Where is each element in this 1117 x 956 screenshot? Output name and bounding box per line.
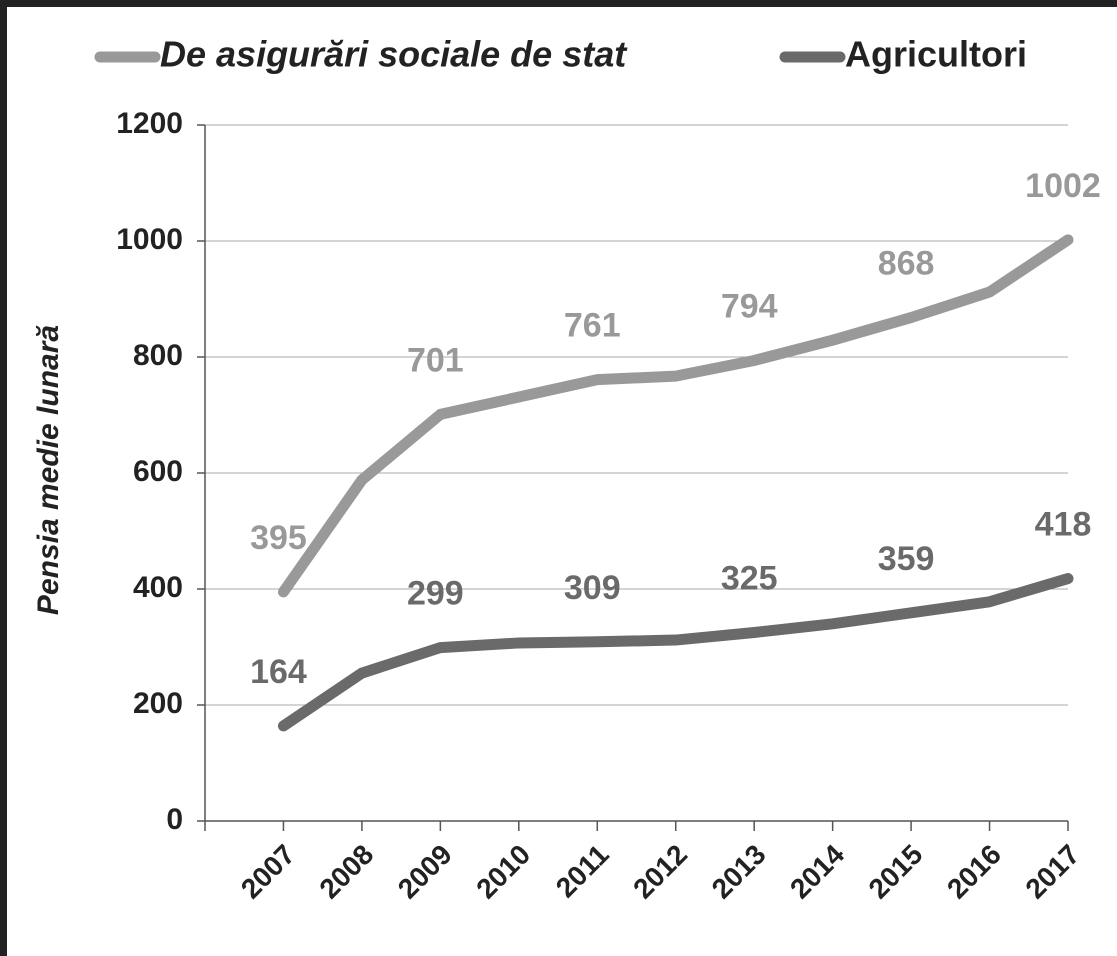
data-label: 299 [407, 575, 464, 613]
legend-label: Agricultori [845, 34, 1027, 75]
data-label: 325 [721, 559, 778, 597]
y-axis-label: Pensia medie lunară [32, 325, 65, 615]
series-line [277, 234, 1074, 598]
y-tick-label: 1200 [116, 107, 183, 140]
y-tick-label: 600 [133, 455, 183, 488]
data-label: 1002 [1025, 167, 1101, 205]
data-label: 309 [564, 569, 621, 607]
y-tick-label: 1000 [116, 223, 183, 256]
y-tick-label: 0 [166, 803, 183, 836]
y-tick-label: 400 [133, 571, 183, 604]
frame-top [0, 0, 1117, 7]
series-line [277, 573, 1074, 732]
data-label: 868 [878, 245, 935, 283]
y-tick-label: 800 [133, 339, 183, 372]
data-label: 359 [878, 540, 935, 578]
data-label: 761 [564, 307, 621, 345]
data-label: 395 [250, 519, 307, 557]
y-tick-label: 200 [133, 687, 183, 720]
data-label: 418 [1035, 506, 1092, 544]
data-label: 164 [250, 653, 307, 691]
data-label: 794 [721, 287, 778, 325]
legend-label: De asigurări sociale de stat [160, 34, 628, 75]
data-label: 701 [407, 341, 464, 379]
frame-left [0, 0, 7, 956]
